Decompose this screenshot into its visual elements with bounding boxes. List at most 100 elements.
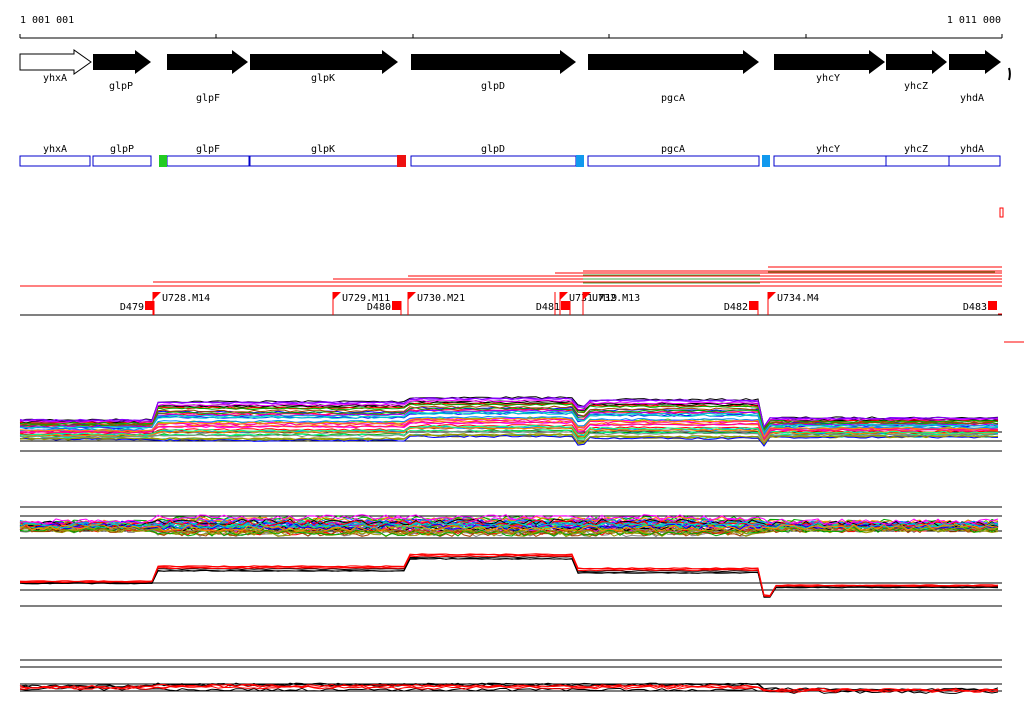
feature-label: U729.M11 xyxy=(342,293,390,304)
expression-trace xyxy=(19,405,999,431)
expression-trace xyxy=(19,417,999,438)
expression-trace xyxy=(19,514,999,526)
feature-label: U730.M21 xyxy=(417,293,465,304)
gene-arrow-glpP[interactable] xyxy=(93,50,151,74)
feature-label: U734.M4 xyxy=(777,293,819,304)
segment-box-yhdA[interactable] xyxy=(948,155,1001,167)
segment-box-pgcA[interactable] xyxy=(587,155,760,167)
edge-marker xyxy=(999,207,1004,218)
feature-flag-U730[interactable]: U730.M21 xyxy=(407,292,465,315)
expression-trace xyxy=(19,409,999,435)
segment-box-yhcZ[interactable] xyxy=(885,155,950,167)
gene-label-yhcZ: yhcZ xyxy=(904,81,928,92)
feature-label: D479 xyxy=(120,302,144,313)
expression-trace xyxy=(19,424,999,441)
gene-label-yhcY: yhcY xyxy=(816,73,840,84)
feature-label: D481 xyxy=(536,302,560,313)
expression-trace xyxy=(19,686,999,694)
segment-label-glpK: glpK xyxy=(311,144,335,155)
expression-trace xyxy=(19,519,999,528)
gene-label-yhxA: yhxA xyxy=(43,73,67,84)
gene-label-pgcA: pgcA xyxy=(661,93,685,104)
expression-track-3 xyxy=(19,553,1002,607)
gene-arrow-yhcY[interactable] xyxy=(774,50,885,74)
segment-marker xyxy=(762,155,770,167)
expression-track-2 xyxy=(19,506,1002,539)
expression-trace xyxy=(19,682,998,691)
feature-flag-U729[interactable]: U729.M11 xyxy=(332,292,390,315)
segment-label-glpF: glpF xyxy=(196,144,220,155)
expression-trace xyxy=(20,412,999,436)
segment-marker xyxy=(159,155,167,167)
gene-arrow-pgcA[interactable] xyxy=(588,50,759,74)
feature-flag-U734[interactable]: U734.M4 xyxy=(767,292,819,315)
segment-label-yhxA: yhxA xyxy=(43,144,67,155)
feature-flag-U728[interactable]: U728.M14 xyxy=(152,292,210,315)
expression-traces xyxy=(19,396,999,447)
expression-trace xyxy=(19,683,999,692)
gene-arrow-yhxA[interactable] xyxy=(19,49,92,75)
feature-box-D482[interactable]: D482 xyxy=(724,301,759,315)
segment-box-yhxA[interactable] xyxy=(19,155,91,167)
gene-track: yhxA glpP glpF glpK glpD pgcA yhcY yhcZ … xyxy=(19,49,1011,104)
gene-arrow-glpK[interactable] xyxy=(250,50,398,74)
feature-flag-U731[interactable]: U731.M19 xyxy=(559,292,617,315)
feature-box-D480[interactable]: D480 xyxy=(367,301,402,315)
gene-arrow-yhdA[interactable] xyxy=(949,50,1001,74)
expression-trace xyxy=(19,553,999,597)
expression-trace xyxy=(19,553,999,597)
gene-arrow-yhcZ[interactable] xyxy=(886,50,947,74)
feature-box-D479[interactable]: D479 xyxy=(120,301,155,315)
segment-box-glpF[interactable] xyxy=(166,155,250,167)
segment-track: yhxA glpP glpF glpK glpD pgcA yhcY yhcZ … xyxy=(19,144,1001,167)
expression-trace xyxy=(19,557,999,598)
feature-box-D483[interactable]: D483 xyxy=(963,301,997,313)
expression-traces xyxy=(19,514,999,538)
gene-label-glpK: glpK xyxy=(311,73,335,84)
expression-track-4 xyxy=(19,659,1002,694)
segment-label-yhcZ: yhcZ xyxy=(904,144,928,155)
segment-marker xyxy=(397,155,406,167)
segment-marker xyxy=(576,155,584,167)
partial-gene-edge xyxy=(1008,67,1011,81)
expression-trace xyxy=(19,526,999,537)
expression-trace xyxy=(19,420,999,441)
expression-trace xyxy=(19,410,999,434)
gene-arrow-glpD[interactable] xyxy=(411,50,576,74)
feature-label: U731.M19 xyxy=(569,293,617,304)
expression-trace xyxy=(19,555,999,598)
feature-label: U728.M14 xyxy=(162,293,210,304)
expression-traces xyxy=(19,682,999,694)
feature-label: D480 xyxy=(367,302,391,313)
expression-trace xyxy=(19,397,999,429)
feature-flag-U732[interactable]: U732.M13 xyxy=(582,292,640,315)
feature-label: D482 xyxy=(724,302,748,313)
segment-box-glpK[interactable] xyxy=(249,155,399,167)
segment-box-glpD[interactable] xyxy=(410,155,577,167)
expression-track-1 xyxy=(19,396,1002,452)
expression-trace xyxy=(19,426,999,443)
coordinate-ruler: 1 001 001 1 011 000 xyxy=(19,15,1003,39)
expression-trace xyxy=(19,556,999,598)
segment-box-glpP[interactable] xyxy=(92,155,152,167)
feature-box-D481[interactable]: D481 xyxy=(536,292,571,315)
gene-label-glpF: glpF xyxy=(196,93,220,104)
expression-trace xyxy=(19,430,999,445)
feature-track: U728.M14 U729.M11 U730.M21 U731.M19 U732… xyxy=(20,207,1024,343)
expression-trace xyxy=(19,557,999,598)
expression-traces xyxy=(19,553,999,598)
feature-label: D483 xyxy=(963,302,987,313)
ruler-start-label: 1 001 001 xyxy=(20,15,74,26)
segment-label-yhdA: yhdA xyxy=(960,144,984,155)
gene-arrow-glpF[interactable] xyxy=(167,50,248,74)
feature-label: U732.M13 xyxy=(592,293,640,304)
ruler-end-label: 1 011 000 xyxy=(947,15,1001,26)
gene-label-yhdA: yhdA xyxy=(960,93,984,104)
segment-label-yhcY: yhcY xyxy=(816,144,840,155)
segment-label-glpD: glpD xyxy=(481,144,505,155)
segment-box-yhcY[interactable] xyxy=(773,155,887,167)
gene-label-glpP: glpP xyxy=(109,81,133,92)
expression-trace xyxy=(19,521,999,530)
